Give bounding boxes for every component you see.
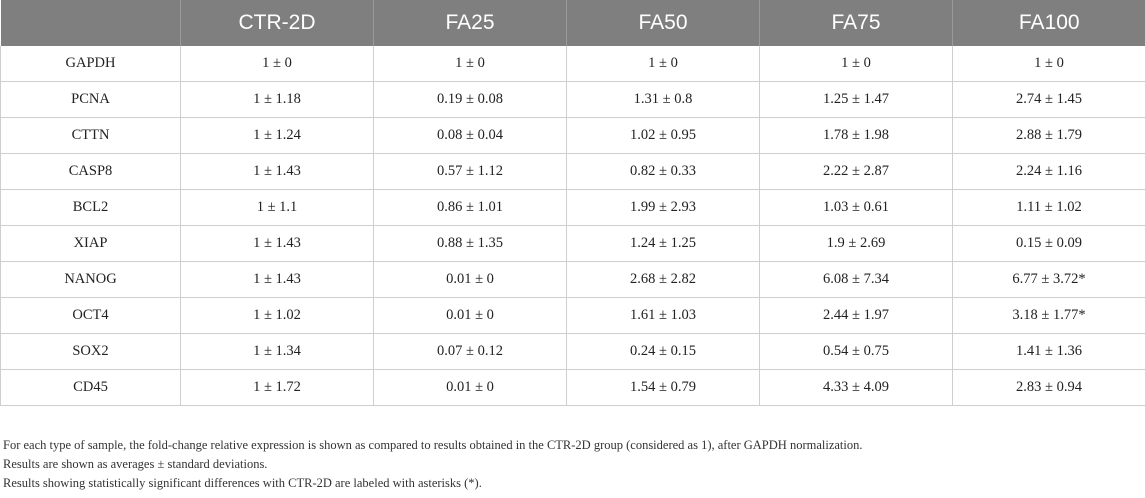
gene-name-cell: XIAP — [0, 225, 181, 262]
value-cell: 1 ± 0 — [952, 46, 1145, 82]
header-cell-fa75: FA75 — [759, 0, 953, 46]
value-cell: 0.07 ± 0.12 — [373, 333, 567, 370]
table-row: OCT4 1 ± 1.02 0.01 ± 0 1.61 ± 1.03 2.44 … — [0, 297, 1145, 334]
table-footnotes: For each type of sample, the fold-change… — [3, 436, 1143, 493]
gene-name-cell: NANOG — [0, 261, 181, 298]
value-cell: 0.15 ± 0.09 — [952, 225, 1145, 262]
value-cell: 1.78 ± 1.98 — [759, 117, 953, 154]
value-cell: 0.88 ± 1.35 — [373, 225, 567, 262]
header-cell-fa25: FA25 — [373, 0, 567, 46]
value-cell: 0.01 ± 0 — [373, 297, 567, 334]
value-cell: 0.24 ± 0.15 — [566, 333, 760, 370]
table-row: GAPDH 1 ± 0 1 ± 0 1 ± 0 1 ± 0 1 ± 0 — [0, 46, 1145, 82]
table-row: BCL2 1 ± 1.1 0.86 ± 1.01 1.99 ± 2.93 1.0… — [0, 189, 1145, 226]
value-cell: 3.18 ± 1.77* — [952, 297, 1145, 334]
value-cell: 1.99 ± 2.93 — [566, 189, 760, 226]
gene-name-cell: CASP8 — [0, 153, 181, 190]
value-cell: 1 ± 1.1 — [180, 189, 374, 226]
value-cell: 6.77 ± 3.72* — [952, 261, 1145, 298]
value-cell: 2.83 ± 0.94 — [952, 369, 1145, 406]
table-row: CD45 1 ± 1.72 0.01 ± 0 1.54 ± 0.79 4.33 … — [0, 369, 1145, 406]
gene-name-cell: BCL2 — [0, 189, 181, 226]
value-cell: 1.61 ± 1.03 — [566, 297, 760, 334]
value-cell: 0.57 ± 1.12 — [373, 153, 567, 190]
footnote-averages: Results are shown as averages ± standard… — [3, 457, 268, 471]
value-cell: 0.54 ± 0.75 — [759, 333, 953, 370]
header-cell-fa50: FA50 — [566, 0, 760, 46]
value-cell: 6.08 ± 7.34 — [759, 261, 953, 298]
value-cell: 2.22 ± 2.87 — [759, 153, 953, 190]
value-cell: 0.86 ± 1.01 — [373, 189, 567, 226]
value-cell: 1 ± 1.34 — [180, 333, 374, 370]
expression-table-container: CTR-2D FA25 FA50 FA75 FA100 GAPDH 1 ± 0 … — [0, 0, 1145, 406]
value-cell: 1 ± 1.43 — [180, 261, 374, 298]
gene-name-cell: PCNA — [0, 81, 181, 118]
header-row: CTR-2D FA25 FA50 FA75 FA100 — [0, 0, 1145, 46]
value-cell: 1 ± 1.24 — [180, 117, 374, 154]
value-cell: 1 ± 0 — [759, 46, 953, 82]
value-cell: 1.41 ± 1.36 — [952, 333, 1145, 370]
value-cell: 1 ± 0 — [566, 46, 760, 82]
value-cell: 1.54 ± 0.79 — [566, 369, 760, 406]
footnote-normalization: For each type of sample, the fold-change… — [3, 438, 863, 452]
gene-name-cell: SOX2 — [0, 333, 181, 370]
value-cell: 1.9 ± 2.69 — [759, 225, 953, 262]
value-cell: 0.01 ± 0 — [373, 369, 567, 406]
value-cell: 0.08 ± 0.04 — [373, 117, 567, 154]
value-cell: 2.68 ± 2.82 — [566, 261, 760, 298]
header-cell-ctr-2d: CTR-2D — [180, 0, 374, 46]
gene-name-cell: GAPDH — [0, 46, 181, 82]
value-cell: 1.24 ± 1.25 — [566, 225, 760, 262]
table-row: XIAP 1 ± 1.43 0.88 ± 1.35 1.24 ± 1.25 1.… — [0, 225, 1145, 262]
value-cell: 1.25 ± 1.47 — [759, 81, 953, 118]
value-cell: 1 ± 0 — [180, 46, 374, 82]
value-cell: 1.31 ± 0.8 — [566, 81, 760, 118]
value-cell: 0.01 ± 0 — [373, 261, 567, 298]
table-header: CTR-2D FA25 FA50 FA75 FA100 — [0, 0, 1145, 46]
header-cell-corner — [0, 0, 181, 46]
value-cell: 2.24 ± 1.16 — [952, 153, 1145, 190]
value-cell: 1 ± 1.43 — [180, 153, 374, 190]
value-cell: 1.11 ± 1.02 — [952, 189, 1145, 226]
table-row: CTTN 1 ± 1.24 0.08 ± 0.04 1.02 ± 0.95 1.… — [0, 117, 1145, 154]
value-cell: 1 ± 0 — [373, 46, 567, 82]
value-cell: 1.02 ± 0.95 — [566, 117, 760, 154]
value-cell: 1 ± 1.43 — [180, 225, 374, 262]
gene-name-cell: CTTN — [0, 117, 181, 154]
table-row: SOX2 1 ± 1.34 0.07 ± 0.12 0.24 ± 0.15 0.… — [0, 333, 1145, 370]
value-cell: 0.19 ± 0.08 — [373, 81, 567, 118]
gene-name-cell: CD45 — [0, 369, 181, 406]
value-cell: 1 ± 1.18 — [180, 81, 374, 118]
value-cell: 0.82 ± 0.33 — [566, 153, 760, 190]
gene-name-cell: OCT4 — [0, 297, 181, 334]
header-cell-fa100: FA100 — [952, 0, 1145, 46]
value-cell: 2.74 ± 1.45 — [952, 81, 1145, 118]
expression-table: CTR-2D FA25 FA50 FA75 FA100 GAPDH 1 ± 0 … — [0, 0, 1145, 406]
value-cell: 2.44 ± 1.97 — [759, 297, 953, 334]
value-cell: 1.03 ± 0.61 — [759, 189, 953, 226]
table-body: GAPDH 1 ± 0 1 ± 0 1 ± 0 1 ± 0 1 ± 0 PCNA… — [0, 46, 1145, 406]
table-row: PCNA 1 ± 1.18 0.19 ± 0.08 1.31 ± 0.8 1.2… — [0, 81, 1145, 118]
value-cell: 2.88 ± 1.79 — [952, 117, 1145, 154]
table-row: NANOG 1 ± 1.43 0.01 ± 0 2.68 ± 2.82 6.08… — [0, 261, 1145, 298]
table-row: CASP8 1 ± 1.43 0.57 ± 1.12 0.82 ± 0.33 2… — [0, 153, 1145, 190]
value-cell: 1 ± 1.02 — [180, 297, 374, 334]
value-cell: 1 ± 1.72 — [180, 369, 374, 406]
footnote-significance: Results showing statistically significan… — [3, 476, 482, 490]
value-cell: 4.33 ± 4.09 — [759, 369, 953, 406]
